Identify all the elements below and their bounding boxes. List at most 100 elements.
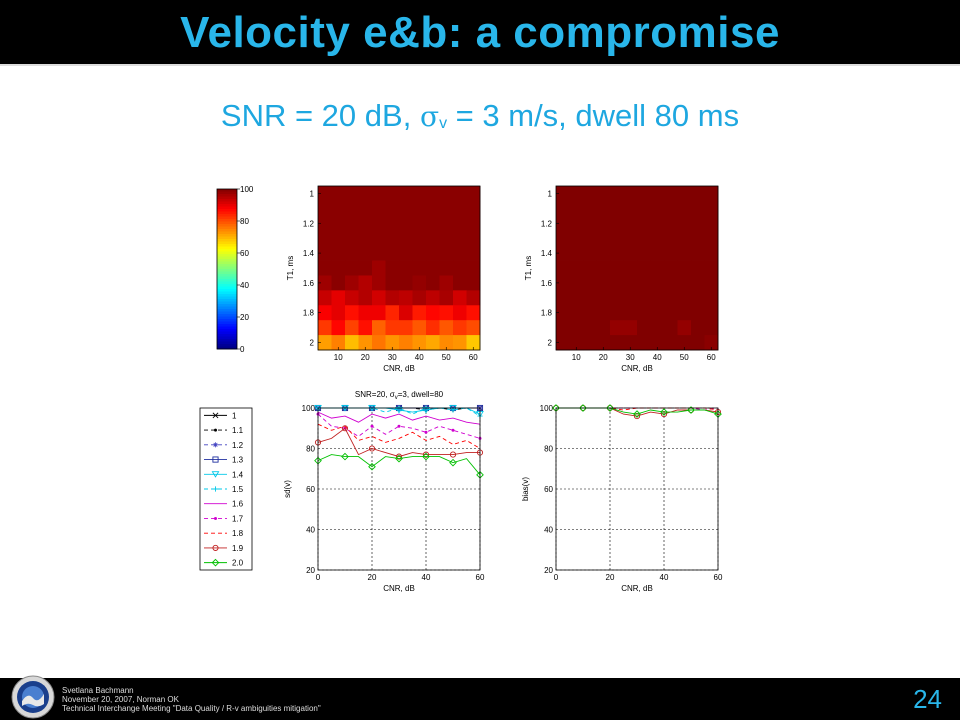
heatmap-cell [453, 245, 467, 261]
heatmap-cell [358, 275, 373, 291]
heatmap-cell [385, 335, 400, 351]
plot-frame [555, 185, 719, 351]
heatmap-cell [466, 305, 481, 321]
heatmap-cell [412, 320, 427, 336]
y-tick-label: 60 [544, 485, 553, 494]
heatmap-cell [704, 320, 719, 336]
colorbar-swatch [217, 314, 237, 317]
heatmap-cell [439, 186, 454, 202]
heatmap-cell [596, 320, 611, 336]
heatmap-cell [412, 335, 427, 351]
heatmap-cell [439, 290, 454, 306]
heatmap-cell [385, 260, 400, 276]
heatmap-cell [677, 320, 692, 336]
colorbar-swatch [217, 266, 237, 270]
y-tick-label: 80 [306, 445, 315, 454]
heatmap-cell [623, 290, 638, 306]
heatmap-cell [331, 290, 346, 306]
colorbar-swatch [217, 346, 237, 350]
heatmap-cell [596, 260, 611, 276]
data-point [660, 408, 668, 416]
heatmap-cell [704, 186, 719, 202]
heatmap-cell [650, 200, 665, 217]
colorbar-tick-label: 80 [240, 217, 249, 226]
heatmap-cell [439, 245, 454, 261]
heatmap-cell [583, 230, 597, 247]
footer-date-location: November 20, 2007, Norman OK [62, 695, 179, 704]
heatmap-cell [331, 320, 346, 336]
colorbar-swatch [217, 196, 237, 200]
data-point [449, 458, 457, 467]
legend-label: 1.6 [232, 500, 244, 509]
heatmap-cell [358, 260, 373, 276]
slide-content [0, 66, 960, 678]
x-tick-label: 40 [415, 353, 424, 362]
data-point [633, 410, 641, 418]
colorbar: 0 20 40 60 80 100 [216, 185, 254, 354]
colorbar-swatch [217, 289, 237, 292]
colorbar-swatch [217, 201, 237, 205]
heatmap-cell [412, 260, 427, 276]
heatmap-cell [583, 260, 597, 276]
heatmap-cell [623, 305, 638, 321]
heatmap-cell [583, 275, 597, 291]
heatmap-cell [569, 186, 584, 202]
series-1.8 [317, 423, 481, 449]
legend-entry: 1.8 [204, 529, 244, 538]
heatmap-cell [345, 335, 359, 351]
heatmap-cell [331, 200, 346, 217]
heatmap-cell [318, 230, 332, 247]
heatmap-cell [704, 230, 719, 247]
heatmap-cell [331, 275, 346, 291]
heatmap-cell [345, 215, 359, 232]
x-tick-label: 60 [707, 353, 716, 362]
heatmap-cell [439, 260, 454, 276]
colorbar-swatch [217, 249, 237, 252]
heatmap-cell [596, 200, 611, 217]
x-tick-label: 40 [653, 353, 662, 362]
y-axis-label: bias(v) [521, 477, 530, 501]
data-point [422, 452, 430, 461]
heatmap-cell [331, 335, 346, 351]
heatmap-cell [650, 305, 665, 321]
heatmap-cell [372, 275, 386, 291]
colorbar-swatch [217, 256, 237, 260]
series-line [317, 423, 481, 449]
heatmap-cell [664, 186, 678, 202]
colorbar-swatch [217, 339, 237, 342]
x-axis-label: CNR, dB [621, 584, 653, 593]
heatmap-cell [583, 305, 597, 321]
heatmap-cell [345, 275, 359, 291]
subtitle-suffix: = 3 m/s, dwell 80 ms [447, 98, 740, 133]
colorbar-swatch [217, 224, 237, 227]
heatmap-cell [385, 215, 400, 232]
heatmap-cell [569, 215, 584, 232]
heatmap-cell [318, 245, 332, 261]
legend-label: 1.9 [232, 544, 244, 553]
heatmap-cell [426, 200, 440, 217]
heatmap-cell [399, 335, 413, 351]
heatmap-cell [664, 245, 678, 261]
x-tick-label: 50 [680, 353, 689, 362]
colorbar-swatch [217, 296, 237, 300]
footer-bar [0, 678, 960, 720]
data-point [214, 428, 217, 432]
heatmap-cell [412, 275, 427, 291]
legend-label: 1.3 [232, 456, 244, 465]
colorbar-swatch [217, 301, 237, 305]
heatmap-cell [385, 200, 400, 217]
heatmap-cell [372, 245, 386, 261]
series-line [317, 427, 480, 458]
heatmap-cell [399, 290, 413, 306]
heatmap-cell [664, 320, 678, 336]
heatmap-cell [345, 186, 359, 202]
heatmap-cell [569, 275, 584, 291]
heatmap-cell [637, 305, 651, 321]
heatmap-cell [556, 320, 570, 336]
heatmap-cell [385, 305, 400, 321]
x-tick-label: 0 [554, 573, 559, 582]
data-point [395, 453, 403, 460]
plot-frame [317, 185, 481, 351]
colorbar-swatch [217, 291, 237, 295]
colorbar-swatch [217, 206, 237, 210]
